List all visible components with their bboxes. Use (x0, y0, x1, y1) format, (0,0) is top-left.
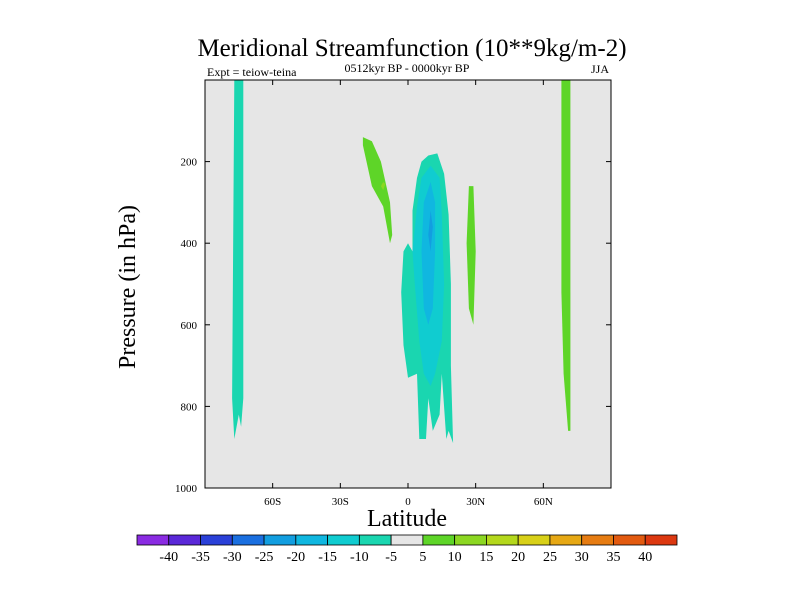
colorbar-label: 35 (606, 550, 620, 565)
colorbar-label: -20 (286, 550, 305, 565)
contour-region-sh-negative-column (232, 80, 244, 439)
x-tick-label: 60N (534, 496, 553, 508)
y-tick-label: 400 (181, 238, 198, 250)
colorbar-swatch (517, 534, 551, 546)
colorbar-label: 25 (543, 550, 557, 565)
colorbar-swatch (422, 534, 456, 546)
colorbar-swatch (613, 534, 646, 546)
colorbar-label: -40 (159, 550, 178, 565)
colorbar-swatch (327, 534, 360, 546)
period-label: 0512kyr BP - 0000kyr BP (345, 61, 470, 75)
colorbar-swatch (581, 534, 614, 546)
colorbar-swatch (231, 534, 265, 546)
colorbar-swatch (454, 534, 487, 546)
colorbar-label: 20 (511, 550, 525, 565)
colorbar-swatch (136, 534, 170, 546)
colorbar-label: -30 (223, 550, 242, 565)
colorbar: -40 -35 -30 -25 -20 -15 -10 -5 5 10 15 20 25 30 35 40 (136, 534, 678, 565)
colorbar-swatch (200, 534, 233, 546)
contour-region-upper-positive-core (380, 182, 386, 191)
chart-title: Meridional Streamfunction (10**9kg/m-2) (197, 35, 626, 62)
contour-region-nh-positive-blob (466, 186, 476, 325)
contour-region-tropical-negative-core (428, 210, 433, 252)
experiment-label: Expt = teiow-teina (207, 65, 297, 79)
colorbar-swatch (263, 534, 297, 546)
colorbar-label: -15 (318, 550, 337, 565)
x-axis: 60S 30S 0 30N 60N (264, 80, 553, 508)
y-axis: 200 400 600 800 1000 (175, 157, 611, 495)
contour-region-tropical-negative-inner (421, 182, 436, 325)
y-tick-label: 200 (181, 157, 198, 169)
contour-regions (232, 80, 571, 444)
colorbar-swatch (358, 534, 392, 546)
y-tick-label: 600 (181, 320, 198, 332)
y-axis-label: Pressure (in hPa) (115, 205, 141, 369)
season-label: JJA (591, 62, 609, 76)
y-tick-label: 1000 (175, 483, 198, 495)
colorbar-label: -35 (191, 550, 210, 565)
colorbar-label: -25 (255, 550, 274, 565)
colorbar-swatch (486, 534, 519, 546)
colorbar-label: 40 (638, 550, 652, 565)
colorbar-label: 15 (479, 550, 493, 565)
colorbar-label: 10 (448, 550, 462, 565)
colorbar-swatch (390, 534, 424, 546)
y-tick-label: 800 (181, 401, 198, 413)
colorbar-label: 5 (419, 550, 426, 565)
colorbar-label: 30 (575, 550, 589, 565)
x-tick-label: 0 (405, 496, 411, 508)
x-tick-label: 60S (264, 496, 281, 508)
contour-region-nh-positive-column (561, 80, 571, 431)
colorbar-swatch (644, 534, 678, 546)
colorbar-label: -5 (385, 550, 397, 565)
colorbar-swatch (168, 534, 201, 546)
x-tick-label: 30N (466, 496, 485, 508)
colorbar-swatch (295, 534, 328, 546)
colorbar-swatch (549, 534, 583, 546)
contour-region-sh-upper-positive (362, 137, 393, 244)
colorbar-label: -10 (350, 550, 369, 565)
x-tick-label: 30S (332, 496, 349, 508)
x-axis-label: Latitude (367, 506, 447, 532)
